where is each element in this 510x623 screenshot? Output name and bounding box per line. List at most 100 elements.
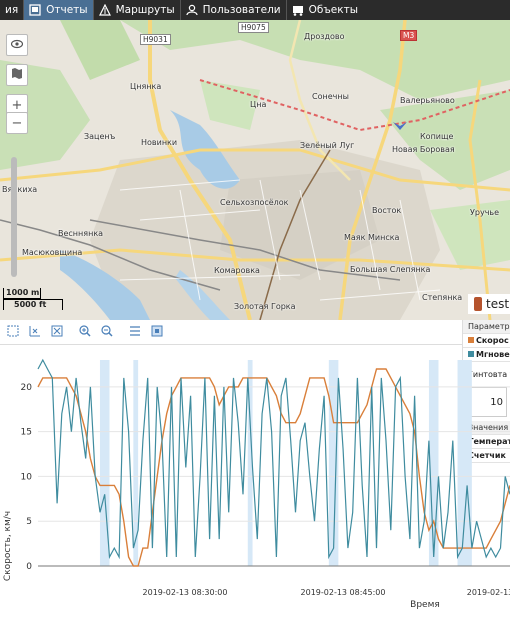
speed-chart[interactable]: 0 5 10 15 20 2019-02-13 08:30:00 2019-02-13 0… bbox=[0, 346, 510, 620]
select-area-icon bbox=[7, 325, 19, 340]
map-layers-button[interactable] bbox=[6, 64, 28, 86]
object-name: test bbox=[486, 297, 510, 311]
legend-item-instant[interactable]: Мгнове bbox=[463, 348, 510, 362]
map-place-label: Копище bbox=[420, 132, 454, 141]
sensor-row-counter[interactable]: Счетчик bbox=[463, 449, 510, 463]
zoom-in-chart-button[interactable] bbox=[78, 324, 92, 340]
sensor-row-temperature[interactable]: Температ bbox=[463, 435, 510, 449]
nav-separator bbox=[92, 0, 94, 20]
legend-label: Скорос bbox=[476, 336, 509, 345]
chart-svg: 0 5 10 15 20 2019-02-13 08:30:00 2019-02-13 0… bbox=[3, 358, 510, 610]
legend-label: Мгнове bbox=[476, 350, 510, 359]
zoom-slider[interactable] bbox=[11, 157, 17, 277]
legend-swatch bbox=[468, 337, 474, 343]
nav-item-objects[interactable]: Объекты bbox=[287, 0, 363, 20]
nav-item-label: ия bbox=[5, 4, 19, 16]
scale-metric: 1000 m bbox=[3, 288, 41, 299]
map-place-label: Уручье bbox=[470, 208, 500, 217]
legend-toggle-button[interactable] bbox=[128, 325, 142, 339]
y-tick-label: 20 bbox=[21, 383, 33, 393]
nav-item-label: Объекты bbox=[308, 4, 358, 16]
zoom-in-icon bbox=[79, 324, 91, 340]
zoom-out-icon bbox=[101, 324, 113, 340]
nav-item-partial[interactable]: ия bbox=[0, 0, 23, 20]
params-header: Параметр bbox=[463, 320, 510, 334]
scale-imperial: 5000 ft bbox=[3, 299, 63, 310]
export-button[interactable] bbox=[150, 325, 164, 339]
series-line-2 bbox=[37, 358, 510, 560]
road-shield: H9031 bbox=[140, 34, 171, 45]
object-popup[interactable]: test bbox=[468, 294, 510, 314]
truck-icon bbox=[292, 4, 304, 16]
zoom-out-button[interactable]: − bbox=[6, 112, 28, 134]
nav-separator bbox=[179, 0, 181, 20]
route-icon bbox=[98, 3, 111, 16]
road-shield: H9075 bbox=[238, 22, 269, 33]
map-place-label: Комаровка bbox=[214, 266, 260, 275]
eye-icon bbox=[10, 38, 24, 53]
location-hint: Гинтовта ул bbox=[468, 370, 510, 379]
road-shield-motorway: M3 bbox=[400, 30, 418, 41]
top-nav: ия Отчеты Маршруты Пользователи Объекты bbox=[0, 0, 510, 20]
plus-icon: + bbox=[11, 97, 23, 113]
map-place-label: Валерьяново bbox=[400, 96, 455, 105]
y-axis-label: Скорость, км/ч bbox=[3, 511, 13, 581]
y-tick-label: 10 bbox=[21, 472, 33, 482]
map-tiles bbox=[0, 20, 510, 320]
nav-item-routes[interactable]: Маршруты bbox=[94, 0, 180, 20]
map-view[interactable]: Дроздово Цнянка Цна Сонечны Валерьяново … bbox=[0, 20, 510, 320]
map-place-label: Весннянка bbox=[58, 229, 104, 238]
reset-zoom-button[interactable] bbox=[50, 325, 64, 339]
nav-item-label: Пользователи bbox=[202, 4, 281, 16]
select-x-button[interactable] bbox=[28, 325, 42, 339]
y-tick-label: 15 bbox=[21, 428, 32, 438]
stop-interval-band bbox=[328, 360, 339, 566]
report-icon bbox=[29, 4, 41, 16]
nav-item-users[interactable]: Пользователи bbox=[181, 0, 286, 20]
map-scale: 1000 m 5000 ft bbox=[3, 288, 63, 310]
map-icon bbox=[11, 67, 23, 83]
nav-item-label: Маршруты bbox=[115, 4, 175, 16]
legend-item-speed[interactable]: Скорос bbox=[463, 334, 510, 348]
map-place-label: Большая Слепянка bbox=[350, 265, 431, 274]
map-place-label: Степянка bbox=[422, 293, 463, 302]
minus-icon: − bbox=[11, 115, 23, 131]
map-visibility-button[interactable] bbox=[6, 34, 28, 56]
map-place-label: Золотая Горка bbox=[234, 302, 296, 311]
stop-interval-band bbox=[133, 360, 139, 566]
x-axis-label: Время bbox=[410, 600, 440, 610]
list-icon bbox=[129, 325, 141, 340]
fit-icon bbox=[51, 325, 63, 340]
y-tick-label: 0 bbox=[26, 562, 32, 572]
stop-interval-band bbox=[457, 360, 472, 566]
users-icon bbox=[186, 4, 198, 16]
x-tick-label: 2019-02-13 bbox=[467, 588, 510, 597]
zoom-out-chart-button[interactable] bbox=[100, 324, 114, 340]
legend-swatch bbox=[468, 351, 474, 357]
nav-separator bbox=[23, 0, 25, 20]
map-place-label: Масюковщина bbox=[22, 248, 83, 257]
nav-item-reports[interactable]: Отчеты bbox=[24, 0, 93, 20]
map-place-label: Новинки bbox=[141, 138, 178, 147]
chart-toolbar bbox=[0, 320, 464, 345]
zoom-in-button[interactable]: + bbox=[6, 94, 28, 116]
x-tick-label: 2019-02-13 08:30:00 bbox=[143, 588, 228, 597]
map-place-label: Зелёный Луг bbox=[300, 141, 355, 150]
map-place-label: Маяк Минска bbox=[344, 233, 400, 242]
series-line-1 bbox=[37, 368, 510, 567]
stop-interval-band bbox=[428, 360, 439, 566]
stop-interval-band bbox=[99, 360, 110, 566]
select-area-button[interactable] bbox=[6, 325, 20, 339]
select-x-icon bbox=[29, 325, 41, 340]
stop-interval-band bbox=[247, 360, 253, 566]
map-place-label: Цна bbox=[250, 100, 267, 109]
nav-item-label: Отчеты bbox=[46, 4, 88, 16]
map-place-label: Сельхозпосёлок bbox=[220, 198, 289, 207]
map-place-label: Дроздово bbox=[304, 32, 345, 41]
map-place-label: Новая Боровая bbox=[392, 145, 455, 154]
map-place-label: Цнянка bbox=[130, 82, 162, 91]
map-place-label: Восток bbox=[372, 206, 402, 215]
nav-separator bbox=[285, 0, 287, 20]
extinguisher-icon bbox=[474, 297, 482, 311]
export-icon bbox=[151, 325, 163, 340]
